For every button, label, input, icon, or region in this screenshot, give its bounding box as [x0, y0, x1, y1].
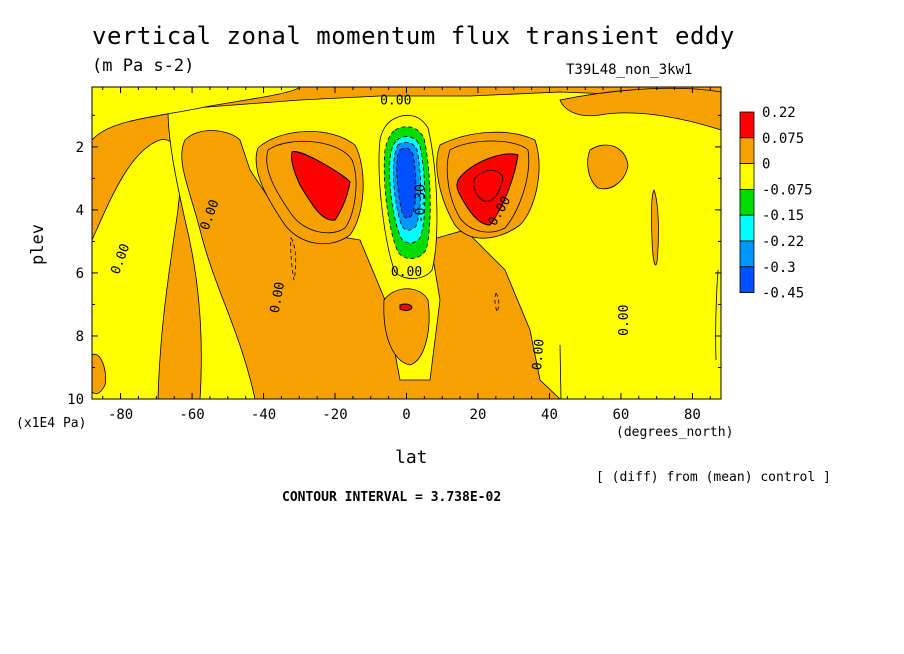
field-red-max: [456, 153, 519, 226]
colorbar-label: -0.15: [762, 208, 804, 224]
colorbar-swatch: [739, 240, 755, 268]
filled-contours: [92, 87, 721, 399]
colorbar-label: -0.22: [762, 234, 804, 250]
solid-contour: [266, 140, 357, 234]
field-orange-blob: [651, 189, 659, 266]
colorbar-swatch: [739, 266, 755, 293]
run-label: T39L48_non_3kw1: [566, 62, 693, 78]
colorbar-label: -0.3: [762, 260, 796, 276]
x-tick-label: -20: [322, 407, 347, 423]
x-axis-label: lat: [395, 447, 428, 468]
colorbar-label: 0.075: [762, 131, 804, 147]
colorbar: 0.22 0.075 0 -0.075 -0.15 -0.22 -0.3 -0.45: [739, 105, 813, 302]
colorbar-label: -0.075: [762, 182, 813, 198]
colorbar-label: 0: [762, 157, 770, 173]
colorbar-swatch: [739, 163, 755, 190]
field-orange-blob: [92, 353, 107, 395]
x-tick-label: -80: [108, 407, 133, 423]
diff-note: [ (diff) from (mean) control ]: [596, 470, 831, 485]
x-tick-label: 60: [613, 407, 630, 423]
field-orange-blob: [559, 87, 721, 131]
contour-label: 0.00: [617, 305, 632, 336]
dashed-contour: [290, 236, 297, 281]
field-red-max: [399, 303, 413, 311]
x-tick-label: 80: [684, 407, 701, 423]
x-tick-label: 0: [402, 407, 410, 423]
y-tick-label: 10: [67, 392, 84, 408]
solid-contour: [473, 170, 504, 202]
colorbar-swatch: [739, 214, 755, 242]
colorbar-swatch: [739, 137, 755, 165]
solid-contour: [715, 269, 719, 361]
y-axis-units: (x1E4 Pa): [16, 416, 87, 431]
colorbar-swatch: [739, 188, 755, 216]
colorbar-swatch: [739, 111, 755, 139]
x-axis-ticks: -80 -60 -40 -20 0 20 40 60 80: [102, 87, 711, 423]
contour-label: 0.00: [268, 281, 288, 314]
solid-contour: [559, 344, 562, 399]
chart-title: vertical zonal momentum flux transient e…: [92, 22, 735, 50]
chart-units: (m Pa s-2): [92, 56, 195, 76]
field-red-max: [291, 151, 351, 221]
x-tick-label: -60: [179, 407, 204, 423]
y-tick-label: 4: [76, 203, 84, 219]
x-tick-label: 40: [541, 407, 558, 423]
field-orange-blob: [383, 288, 430, 366]
y-tick-label: 8: [76, 329, 84, 345]
field-yellow: [92, 87, 301, 141]
contour-label: 0.00: [380, 93, 411, 108]
contour-label: -0.30: [413, 184, 428, 223]
x-tick-label: -40: [251, 407, 276, 423]
solid-contour: [446, 140, 530, 233]
y-tick-label: 6: [76, 266, 84, 282]
x-tick-label: 20: [470, 407, 487, 423]
y-tick-label: 2: [76, 140, 84, 156]
x-axis-units: (degrees_north): [616, 425, 734, 440]
contour-interval: CONTOUR INTERVAL = 3.738E-02: [282, 490, 502, 505]
y-axis-ticks: 2 4 6 8 10: [67, 114, 721, 408]
colorbar-label: -0.45: [762, 286, 804, 302]
contour-label: 0.00: [391, 265, 422, 280]
contour-label: 0.00: [530, 338, 548, 371]
colorbar-label: 0.22: [762, 105, 796, 121]
field-orange-blob: [587, 144, 629, 190]
field-deep-blue: [396, 147, 417, 219]
